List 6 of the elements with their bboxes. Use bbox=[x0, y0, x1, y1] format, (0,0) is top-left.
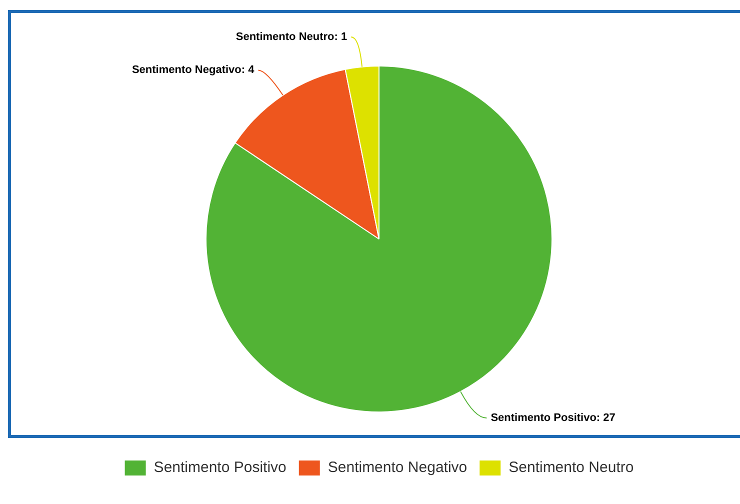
legend-label: Sentimento Positivo bbox=[154, 459, 286, 476]
data-label: Sentimento Neutro: 1 bbox=[236, 31, 348, 44]
legend-label: Sentimento Negativo bbox=[328, 459, 468, 476]
data-label: Sentimento Negativo: 4 bbox=[132, 64, 256, 76]
legend-label: Sentimento Neutro bbox=[508, 459, 634, 476]
data-label: Sentimento Positivo: 27 bbox=[490, 412, 616, 424]
